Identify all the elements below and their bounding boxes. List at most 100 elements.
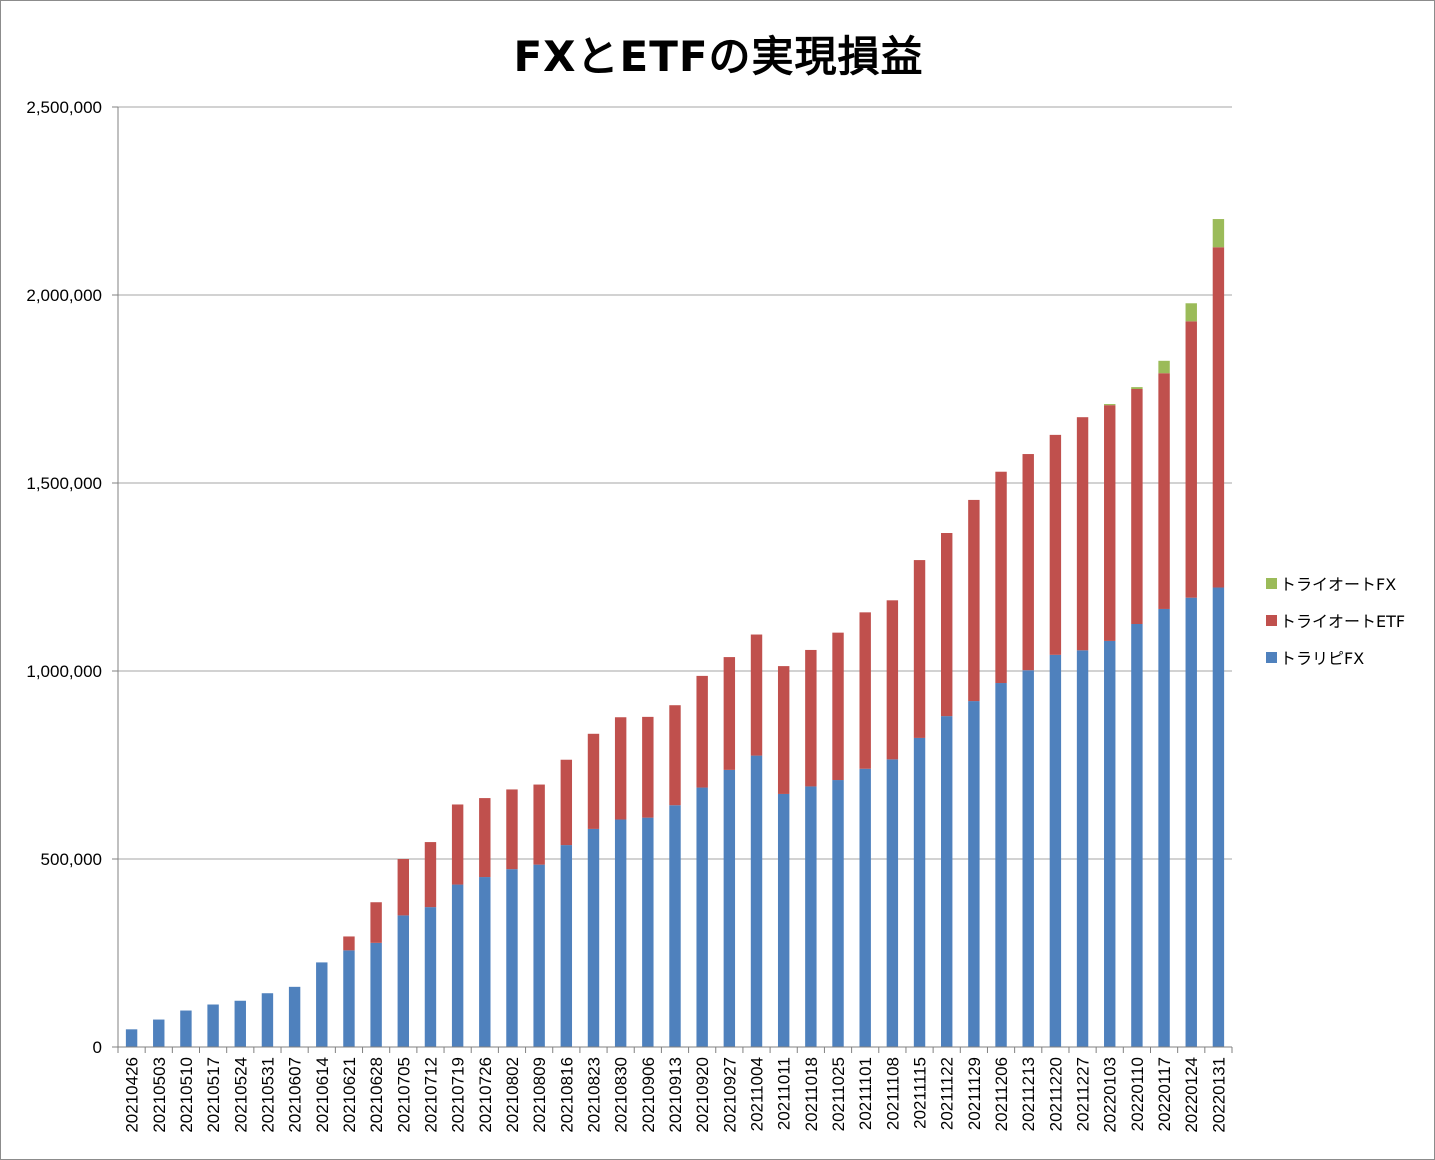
bar-segment (886, 759, 899, 1047)
x-tick-label: 20210524 (231, 1057, 250, 1133)
bar-segment (1076, 417, 1089, 651)
x-tick-label: 20210719 (449, 1057, 468, 1133)
bar-segment (424, 907, 437, 1047)
bar-segment (642, 716, 654, 818)
x-tick-label: 20211108 (883, 1057, 902, 1130)
x-tick-label: 20210628 (367, 1057, 386, 1133)
x-tick-label: 20210705 (394, 1057, 413, 1133)
x-tick-label: 20211129 (965, 1057, 984, 1130)
x-tick-label: 20210823 (584, 1057, 603, 1133)
x-tick-label: 20210426 (123, 1057, 142, 1133)
bar-segment (397, 915, 409, 1047)
x-tick-label: 20220131 (1209, 1057, 1228, 1133)
bar-segment (587, 828, 600, 1047)
bar-segment (1104, 404, 1116, 406)
bar-segment (125, 1029, 138, 1047)
x-tick-label: 20210802 (503, 1057, 522, 1133)
bar-segment (1212, 587, 1225, 1047)
x-tick-label: 20210531 (258, 1057, 277, 1133)
x-tick-label: 20220117 (1155, 1057, 1174, 1131)
bar-segment (968, 499, 980, 702)
x-tick-label: 20211004 (748, 1057, 767, 1131)
legend-label: トライオートETF (1280, 612, 1405, 631)
bar-segment (777, 793, 790, 1047)
bar-segment (506, 789, 518, 870)
x-tick-label: 20211213 (1019, 1057, 1038, 1131)
bar-segment (261, 993, 274, 1047)
bar-segment (669, 805, 681, 1047)
y-tick-label: 500,000 (41, 850, 102, 869)
bar-segment (696, 787, 708, 1047)
bar-segment (1104, 405, 1116, 641)
x-tick-label: 20211011 (775, 1057, 794, 1130)
bar-segment (479, 798, 491, 878)
bar-segment (1022, 670, 1034, 1047)
x-tick-label: 20211025 (829, 1057, 848, 1131)
bar-segment (451, 804, 464, 885)
bar-segment (995, 683, 1007, 1047)
x-tick-label: 20210614 (313, 1057, 332, 1133)
legend-swatch (1266, 615, 1277, 626)
bar-segment (1212, 219, 1225, 248)
x-tick-label: 20211018 (802, 1057, 821, 1131)
bar-segment (451, 884, 464, 1047)
bar-segment (397, 859, 409, 916)
bar-segment (805, 649, 817, 787)
bar-segment (913, 737, 926, 1047)
bar-segment (343, 950, 355, 1047)
bar-segment (1131, 389, 1143, 624)
legend-item: トライオートETF (1266, 612, 1405, 631)
bar-segment (533, 784, 545, 865)
bar-segment (941, 533, 953, 717)
legend-label: トライオートFX (1280, 575, 1396, 594)
bar-segment (614, 717, 627, 820)
y-tick-label: 2,500,000 (26, 98, 102, 117)
bar-segment (995, 471, 1007, 684)
bar-segment (479, 877, 491, 1047)
x-tick-label: 20210607 (286, 1057, 305, 1133)
bar-segment (723, 769, 736, 1047)
bar-segment (723, 657, 736, 770)
y-tick-labels: 0 500,000 1,000,000 1,500,000 2,000,000 2,500… (26, 98, 102, 1057)
bar-segment (370, 942, 382, 1047)
axes (112, 106, 1233, 1053)
y-tick-label: 1,500,000 (26, 474, 102, 493)
bar-segment (832, 632, 844, 781)
x-tick-label: 20210726 (476, 1057, 495, 1133)
bar-segment (506, 869, 518, 1047)
bar-segment (859, 768, 871, 1047)
bar-segment (1158, 360, 1170, 374)
bar-segment (1049, 434, 1062, 655)
x-tick-label: 20210816 (557, 1057, 576, 1133)
x-tick-labels: 20210426 20210503 20210510 20210517 20210524… (123, 1057, 1229, 1133)
bar-segment (913, 560, 926, 738)
bar-segment (777, 666, 790, 794)
bar-segment (859, 612, 871, 769)
x-tick-label: 20211115 (911, 1057, 930, 1129)
bar-segment (1158, 373, 1170, 609)
bar-segment (1049, 654, 1062, 1047)
bar-segment (180, 1010, 192, 1047)
y-tick-label: 1,000,000 (26, 662, 102, 681)
bar-segment (1131, 387, 1143, 389)
x-tick-label: 20211220 (1046, 1057, 1065, 1131)
bar-segment (805, 786, 817, 1047)
bar-segment (153, 1019, 165, 1047)
bar-segment (288, 986, 301, 1047)
x-tick-label: 20210510 (177, 1057, 196, 1133)
x-tick-label: 20220110 (1128, 1057, 1147, 1131)
bar-segment (886, 600, 899, 760)
legend: トライオートFX トライオートETF トラリピFX (1266, 575, 1405, 668)
bar-segment (1076, 650, 1089, 1047)
bar-segment (1022, 454, 1034, 671)
bar-segment (343, 936, 355, 951)
bar-segment (1185, 597, 1197, 1047)
x-tick-label: 20220103 (1101, 1057, 1120, 1133)
chart-title: FXとETFの実現損益 (513, 32, 924, 81)
bar-segment (1185, 303, 1197, 322)
bar-segment (1158, 608, 1170, 1047)
x-tick-label: 20211122 (938, 1057, 957, 1130)
bar-segment (696, 675, 708, 788)
legend-swatch (1266, 652, 1277, 663)
bar-segment (968, 701, 980, 1047)
